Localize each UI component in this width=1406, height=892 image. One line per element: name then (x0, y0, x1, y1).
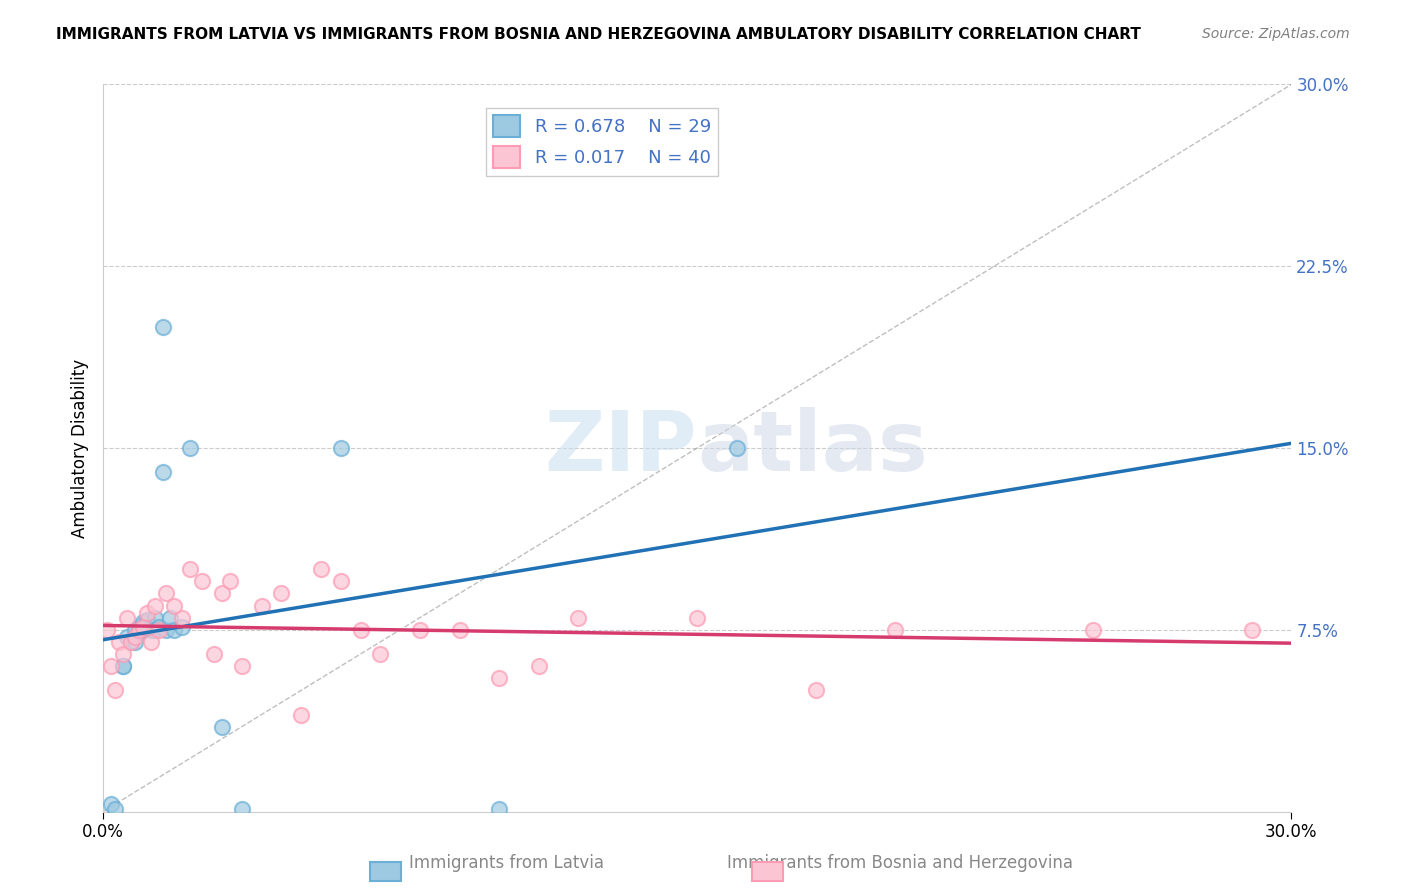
Point (128, 623, 150, 637)
Point (179, 441, 201, 455)
Point (172, 610, 194, 624)
Point (567, 610, 589, 624)
Point (120, 635, 142, 649)
Point (120, 635, 142, 649)
Point (124, 623, 146, 637)
Point (191, 574, 214, 589)
Point (1083, 623, 1105, 637)
Point (135, 613, 157, 627)
Point (139, 623, 162, 637)
Point (104, 683, 127, 698)
Point (108, 635, 131, 649)
Point (725, 441, 748, 455)
Point (128, 625, 150, 640)
Point (884, 623, 907, 637)
Point (159, 610, 181, 624)
Point (100, 659, 122, 673)
Point (115, 610, 138, 624)
Point (104, 802, 127, 816)
Point (686, 610, 709, 624)
Point (172, 620, 194, 634)
Point (329, 441, 352, 455)
Text: IMMIGRANTS FROM LATVIA VS IMMIGRANTS FROM BOSNIA AND HERZEGOVINA AMBULATORY DISA: IMMIGRANTS FROM LATVIA VS IMMIGRANTS FRO… (56, 27, 1142, 42)
Point (155, 586, 177, 600)
Point (179, 562, 201, 576)
Point (111, 647, 134, 661)
Text: Source: ZipAtlas.com: Source: ZipAtlas.com (1202, 27, 1350, 41)
Point (143, 599, 166, 613)
Point (449, 623, 471, 637)
Point (155, 623, 177, 637)
Point (132, 615, 155, 630)
Text: Immigrants from Latvia: Immigrants from Latvia (409, 855, 603, 872)
Point (370, 647, 392, 661)
Point (329, 574, 352, 589)
Point (148, 620, 170, 634)
Point (96, 623, 118, 637)
Point (488, 671, 510, 685)
Point (128, 620, 150, 634)
Point (143, 623, 166, 637)
Text: atlas: atlas (697, 408, 928, 489)
Point (527, 659, 550, 673)
Legend: R = 0.678    N = 29, R = 0.017    N = 40: R = 0.678 N = 29, R = 0.017 N = 40 (486, 108, 718, 176)
Point (231, 659, 253, 673)
Point (135, 606, 157, 620)
Point (163, 623, 186, 637)
Point (152, 465, 174, 479)
Text: Immigrants from Bosnia and Herzegovina: Immigrants from Bosnia and Herzegovina (727, 855, 1073, 872)
Point (124, 630, 146, 644)
Point (132, 623, 155, 637)
Point (804, 683, 827, 698)
Point (202, 647, 225, 661)
Point (270, 586, 292, 600)
Point (115, 630, 138, 644)
Point (231, 802, 253, 816)
Text: ZIP: ZIP (544, 408, 697, 489)
Point (163, 599, 186, 613)
Point (309, 562, 332, 576)
Point (148, 623, 170, 637)
Point (143, 610, 166, 624)
Point (111, 659, 134, 673)
Point (211, 586, 233, 600)
Point (211, 720, 233, 734)
Point (290, 707, 312, 722)
Point (100, 797, 122, 812)
Point (488, 802, 510, 816)
Y-axis label: Ambulatory Disability: Ambulatory Disability (72, 359, 89, 538)
Point (111, 659, 134, 673)
Point (1240, 623, 1263, 637)
Point (132, 620, 155, 634)
Point (349, 623, 371, 637)
Point (409, 623, 432, 637)
Point (152, 319, 174, 334)
Point (124, 635, 146, 649)
Point (250, 599, 273, 613)
Point (139, 635, 162, 649)
Point (218, 574, 240, 589)
